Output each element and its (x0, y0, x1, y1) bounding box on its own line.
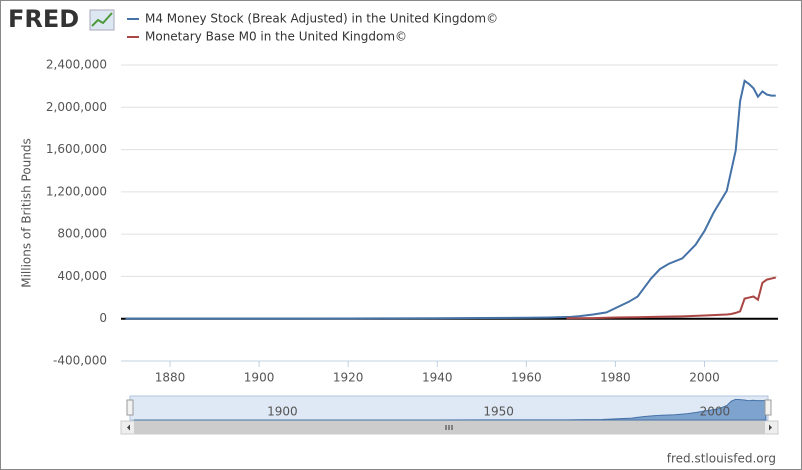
navigator-tick-label: 2000 (700, 405, 731, 419)
navigator-area (133, 398, 767, 421)
series-line (125, 79, 776, 320)
series-line (566, 276, 777, 320)
y-axis-label: Millions of British Pounds (20, 138, 34, 288)
x-tick-label: 1980 (600, 371, 631, 385)
logo: FRED (8, 5, 79, 33)
x-tick-label: 1940 (422, 371, 453, 385)
logo-icon-line (91, 12, 113, 27)
x-tick-label: 1900 (244, 371, 275, 385)
y-tick-label: -400,000 (53, 354, 107, 368)
navigator-tick-label: 1950 (483, 405, 514, 419)
y-tick-label: 1,200,000 (46, 184, 107, 198)
legend-label: M4 Money Stock (Break Adjusted) in the U… (145, 12, 498, 26)
y-tick-label: 800,000 (57, 227, 107, 241)
scrollbar-grip (445, 425, 453, 430)
y-tick-label: 1,600,000 (46, 142, 107, 156)
source: fred.stlouisfed.org (667, 452, 776, 466)
navigator-tick-label: 1900 (267, 405, 298, 419)
logo-icon (89, 9, 115, 31)
x-tick-label: 1960 (511, 371, 542, 385)
legend-label: Monetary Base M0 in the United Kingdom© (145, 30, 407, 44)
x-tick-label: 1880 (155, 371, 186, 385)
navigator-handle[interactable] (126, 399, 134, 416)
y-tick-label: 0 (99, 311, 107, 325)
y-tick-label: 2,400,000 (46, 58, 107, 72)
y-tick-label: 2,000,000 (46, 100, 107, 114)
x-tick-label: 1920 (333, 371, 364, 385)
navigator-handle[interactable] (764, 399, 772, 416)
y-tick-label: 400,000 (57, 269, 107, 283)
x-tick-label: 2000 (689, 371, 720, 385)
